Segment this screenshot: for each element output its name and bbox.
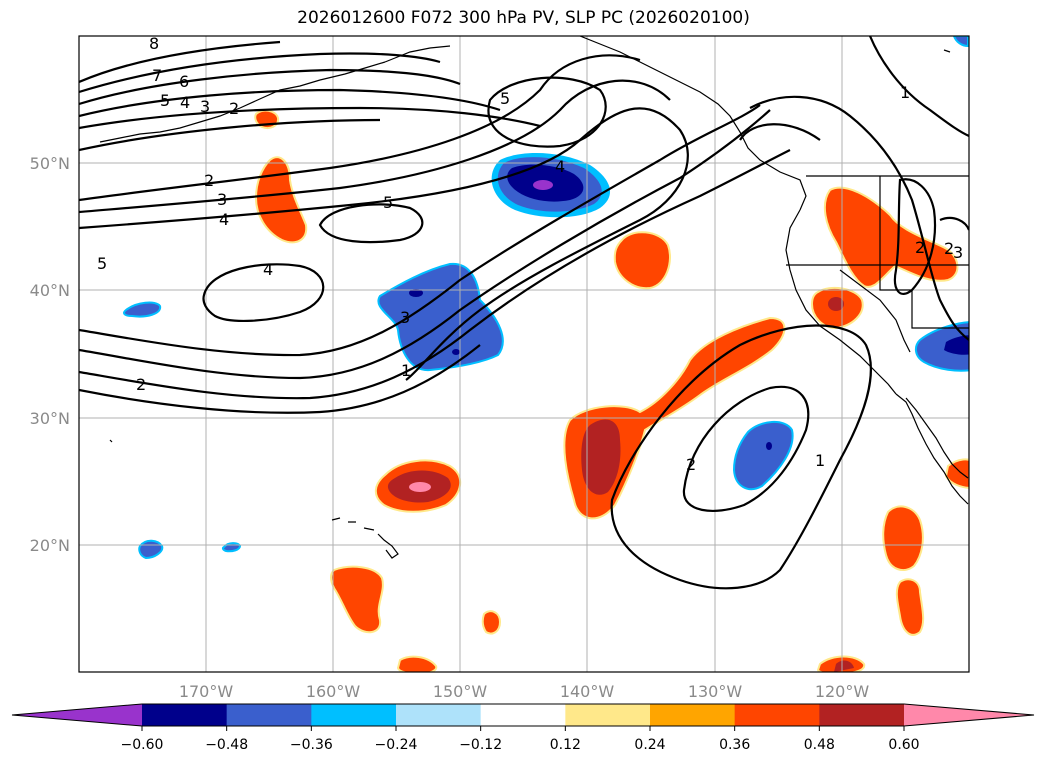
colorbar-tick-label: 0.12 [550,737,581,753]
contour-label: 6 [179,72,189,91]
lat-label: 20°N [30,536,70,555]
contour-label: 1 [401,361,411,380]
contour-label: 5 [383,193,393,212]
contour-label: 1 [815,451,825,470]
pv-positive-region [563,316,786,520]
longitude-labels: 170°W 160°W 150°W 140°W 130°W 120°W [179,682,870,701]
contour-label: 2 [204,171,214,190]
colorbar-segment [226,704,312,726]
coastlines [99,36,969,559]
map-frame [78,35,970,673]
contour-label: 1 [900,83,910,102]
colorbar-tick-label: 0.48 [804,737,835,753]
slp-contours [79,36,969,590]
pv-negative-region [221,542,242,553]
colorbar-segment [734,704,820,726]
contour-label: 3 [200,97,210,116]
colorbar-segment [142,704,228,726]
map-title: 2026012600 F072 300 hPa PV, SLP PC (2026… [297,8,750,28]
contour-label: 2 [915,238,925,257]
lat-label: 30°N [30,409,70,428]
contour-label: 5 [160,91,170,110]
lon-label: 130°W [688,682,743,701]
contour-label: 3 [217,190,227,209]
lon-label: 160°W [306,682,361,701]
gridlines [79,36,969,672]
pv-positive-region [823,186,959,288]
map-area [79,36,969,672]
pv-positive-region [613,231,671,290]
lon-label: 140°W [560,682,615,701]
contour-labels: 8 7 6 5 4 3 2 5 2 3 4 5 4 3 1 2 5 4 1 2 … [97,34,963,474]
contour-label: 3 [400,308,410,327]
lat-label: 50°N [30,154,70,173]
contour-label: 7 [152,66,162,85]
colorbar-segment [396,704,482,726]
contour-label: 5 [97,254,107,273]
pv-positive-region [895,578,925,636]
contour-label: 2 [944,239,954,258]
lon-label: 120°W [815,682,870,701]
colorbar-tick-label: −0.12 [459,737,502,753]
contour-label: 4 [555,157,565,176]
lon-label: 150°W [433,682,488,701]
contour-label: 8 [149,34,159,53]
colorbar-tick-label: −0.48 [205,737,248,753]
contour-label: 2 [136,375,146,394]
lon-label: 170°W [179,682,234,701]
colorbar-tick-label: −0.24 [375,737,418,753]
contour-label: 3 [953,243,963,262]
colorbar-segment [480,704,566,726]
colorbar-segment [819,704,905,726]
pv-positive-region [944,458,969,489]
contour-label: 4 [180,93,190,112]
latitude-labels: 50°N 40°N 30°N 20°N [30,154,70,555]
colorbar [11,703,1035,727]
colorbar-tick-label: 0.36 [719,737,750,753]
pv-negative-region [123,301,162,318]
colorbar-extend-min [12,704,142,726]
pv-positive-region [481,610,502,635]
pv-negative-region [914,321,969,372]
contour-label: 2 [686,455,696,474]
colorbar-ticks: −0.60 −0.48 −0.36 −0.24 −0.12 0.12 0.24 0.36 0.4… [121,726,920,753]
contour-label: 4 [219,210,229,229]
colorbar-segment [565,704,651,726]
lat-label: 40°N [30,281,70,300]
contour-label: 2 [229,99,239,118]
contour-label: 5 [500,89,510,108]
pv-positive-region [254,156,308,244]
colorbar-extend-max [904,704,1034,726]
contour-label: 4 [263,260,273,279]
colorbar-tick-label: 0.24 [634,737,665,753]
colorbar-tick-label: −0.60 [121,737,164,753]
colorbar-tick-label: 0.60 [888,737,919,753]
colorbar-tick-label: −0.36 [290,737,333,753]
pv-positive-region [882,505,924,571]
colorbar-segment [311,704,397,726]
colorbar-segment [650,704,736,726]
pv-negative-region [732,421,794,491]
